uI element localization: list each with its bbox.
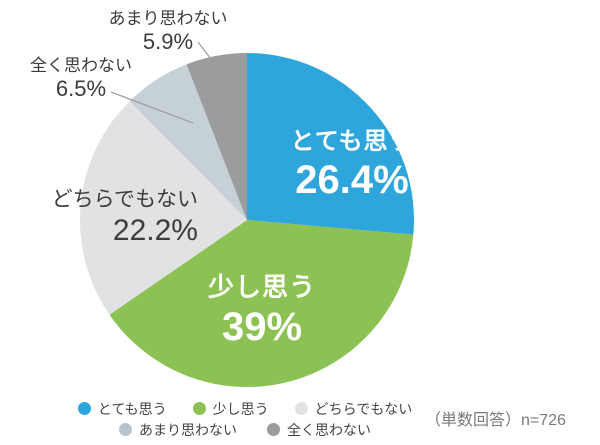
leader-lines xyxy=(110,41,215,124)
callout-dochira-label: どちらでもない xyxy=(51,188,198,211)
slice-label-sukoshi-value: 39% xyxy=(221,305,303,349)
legend-swatch-icon xyxy=(119,423,132,436)
pie-slice-3 xyxy=(80,101,248,315)
legend-label: 少し思う xyxy=(212,400,269,417)
legend-swatch-icon xyxy=(267,423,280,436)
legend: とても思う 少し思う どちらでもない あまり思わない 全く思わない xyxy=(55,398,435,440)
sample-size-note: （単数回答）n=726 xyxy=(425,412,566,429)
callout-dochira-demonai: どちらでもない 22.2% xyxy=(18,187,198,249)
leader-line-amari xyxy=(197,41,215,64)
legend-row-1: とても思う 少し思う どちらでもない xyxy=(55,398,435,419)
legend-label: どちらでもない xyxy=(314,400,413,417)
callout-amari-omowanai: あまり思わない 5.9% xyxy=(88,8,248,54)
pie-slice-1 xyxy=(247,53,414,235)
pie-slices xyxy=(80,53,414,387)
callout-mattaku-omowanai: 全く思わない 6.5% xyxy=(6,55,156,101)
legend-item-amari: あまり思わない xyxy=(119,420,237,440)
pie-slice-5 xyxy=(186,53,247,220)
callout-dochira-value: 22.2% xyxy=(112,214,198,247)
callout-amari-label: あまり思わない xyxy=(108,9,228,28)
callout-mattaku-label: 全く思わない xyxy=(30,56,132,75)
slice-label-totemo-value: 26.4% xyxy=(295,158,409,202)
legend-swatch-icon xyxy=(294,402,308,415)
pie-slice-2 xyxy=(109,220,414,387)
slice-label-sukoshi-text: 少し思う xyxy=(207,272,316,302)
slice-label-totemo-omou: とても思う 26.4% xyxy=(252,127,452,203)
legend-item-totemo: とても思う xyxy=(77,399,167,419)
legend-item-mattaku: 全く思わない xyxy=(267,420,371,440)
slice-label-sukoshi-omou: 少し思う 39% xyxy=(162,270,362,350)
legend-row-2: あまり思わない 全く思わない xyxy=(55,419,435,440)
legend-label: 全く思わない xyxy=(287,421,371,438)
legend-label: とても思う xyxy=(97,400,167,417)
legend-swatch-icon xyxy=(77,402,91,415)
legend-item-dochira: どちらでもない xyxy=(294,399,413,419)
leader-line-mattaku xyxy=(110,91,194,124)
callout-amari-value: 5.9% xyxy=(142,29,194,54)
callout-mattaku-value: 6.5% xyxy=(55,76,107,101)
slice-label-totemo-text: とても思う xyxy=(290,128,414,155)
legend-swatch-icon xyxy=(192,402,206,415)
legend-item-sukoshi: 少し思う xyxy=(192,399,269,419)
legend-label: あまり思わない xyxy=(139,421,237,438)
pie-slice-4 xyxy=(129,64,247,220)
